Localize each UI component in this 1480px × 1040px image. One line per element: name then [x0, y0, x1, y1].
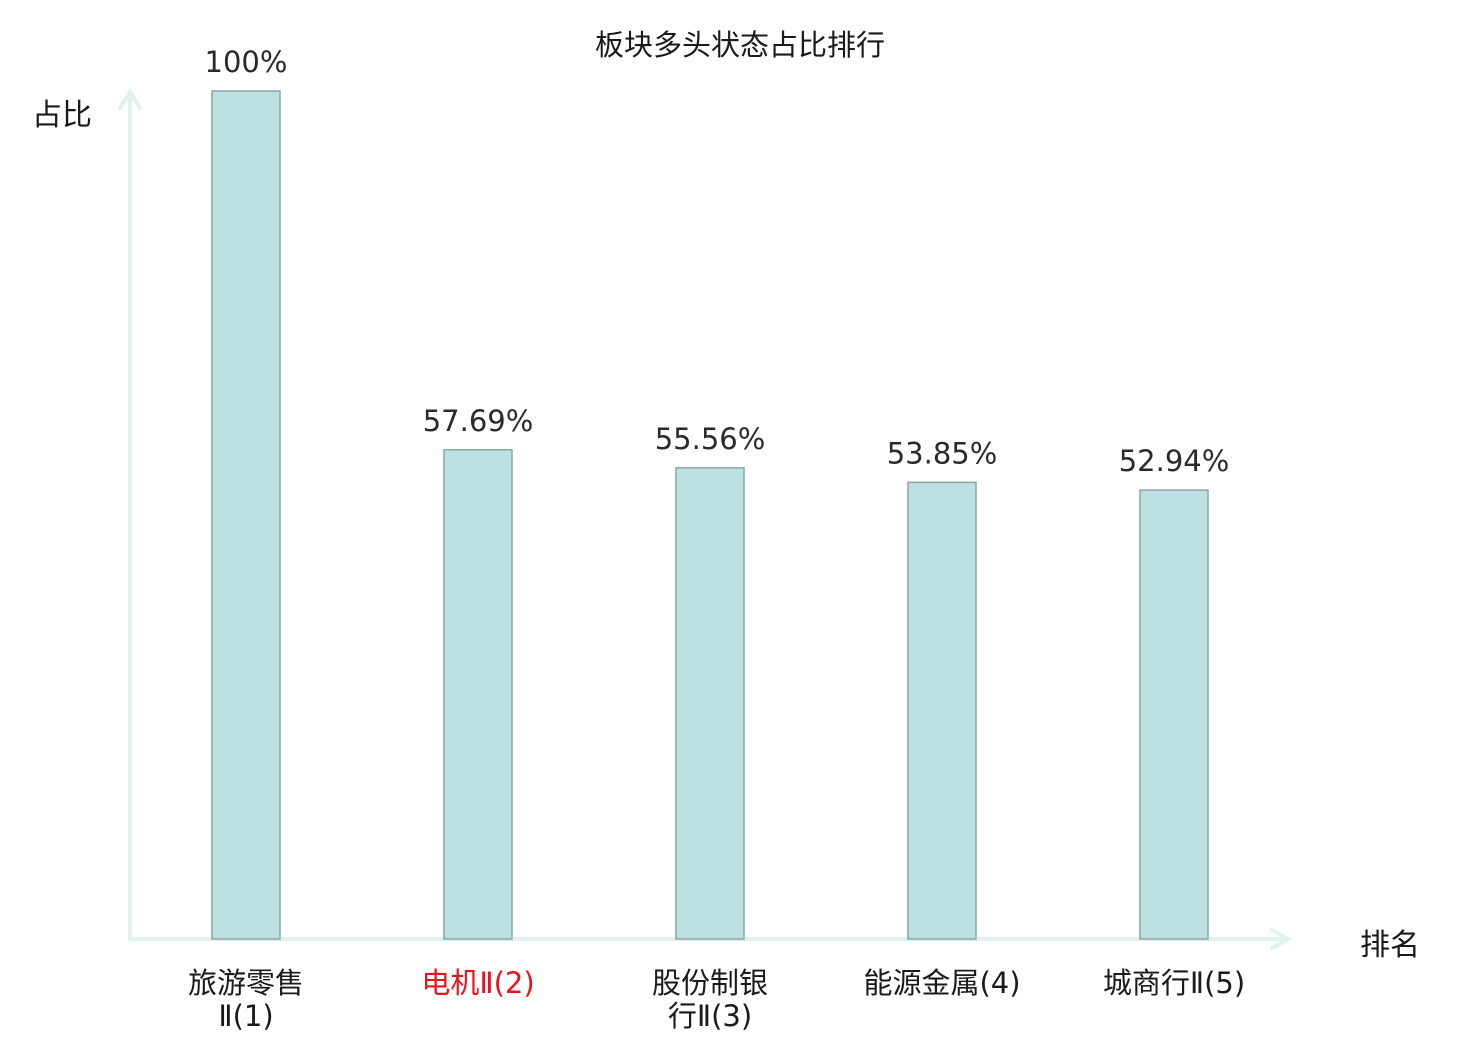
- category-label: 行Ⅱ(3): [668, 999, 752, 1033]
- bar: [907, 481, 977, 940]
- value-label: 57.69%: [423, 404, 534, 438]
- chart-title: 板块多头状态占比排行: [594, 28, 885, 62]
- x-axis-arrow-icon: [1270, 928, 1293, 950]
- value-labels: 100% 57.69% 55.56% 53.85% 52.94%: [205, 45, 1230, 478]
- bar: [1139, 489, 1209, 940]
- y-axis-label: 占比: [32, 98, 92, 133]
- value-label: 53.85%: [887, 436, 998, 470]
- category-label: Ⅱ(1): [218, 999, 273, 1033]
- value-label: 52.94%: [1119, 444, 1230, 478]
- bar: [443, 449, 513, 940]
- category-label: 城商行Ⅱ(5): [1103, 966, 1245, 1000]
- x-axis-label: 排名: [1360, 928, 1420, 963]
- bar: [211, 90, 281, 940]
- category-label: 电机Ⅱ(2): [421, 966, 534, 1000]
- category-label: 股份制银: [652, 966, 768, 1000]
- value-label: 55.56%: [655, 422, 766, 456]
- value-label: 100%: [205, 45, 288, 79]
- y-axis-arrow-icon: [118, 88, 142, 110]
- bar: [675, 467, 745, 940]
- category-label: 旅游零售: [188, 966, 304, 1000]
- bars: [211, 90, 1209, 940]
- category-label: 能源金属(4): [863, 966, 1020, 1000]
